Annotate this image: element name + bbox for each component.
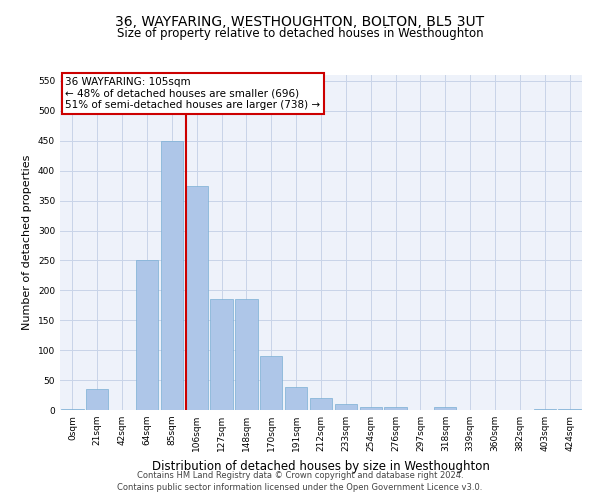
Bar [335, 404, 357, 410]
Text: Contains HM Land Registry data © Crown copyright and database right 2024.: Contains HM Land Registry data © Crown c… [137, 471, 463, 480]
Y-axis label: Number of detached properties: Number of detached properties [22, 155, 32, 330]
Bar [559, 409, 581, 410]
Bar [185, 186, 208, 410]
Bar [359, 407, 382, 410]
Bar [533, 409, 556, 410]
Bar [136, 260, 158, 410]
Bar [61, 409, 83, 410]
Bar [86, 389, 109, 410]
Bar [211, 300, 233, 410]
Bar [260, 356, 283, 410]
Text: 36, WAYFARING, WESTHOUGHTON, BOLTON, BL5 3UT: 36, WAYFARING, WESTHOUGHTON, BOLTON, BL5… [115, 15, 485, 29]
Bar [434, 407, 457, 410]
Text: Contains public sector information licensed under the Open Government Licence v3: Contains public sector information licen… [118, 484, 482, 492]
Bar [285, 388, 307, 410]
Text: 36 WAYFARING: 105sqm
← 48% of detached houses are smaller (696)
51% of semi-deta: 36 WAYFARING: 105sqm ← 48% of detached h… [65, 76, 320, 110]
Bar [385, 407, 407, 410]
X-axis label: Distribution of detached houses by size in Westhoughton: Distribution of detached houses by size … [152, 460, 490, 472]
Bar [161, 141, 183, 410]
Bar [235, 300, 257, 410]
Text: Size of property relative to detached houses in Westhoughton: Size of property relative to detached ho… [116, 28, 484, 40]
Bar [310, 398, 332, 410]
